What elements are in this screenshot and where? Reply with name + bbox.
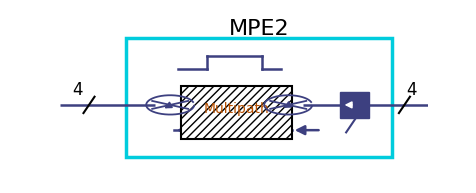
Text: Multipath: Multipath	[204, 102, 269, 116]
Bar	[126, 38, 391, 157]
Bar	[181, 85, 292, 139]
Text: 4: 4	[73, 81, 83, 99]
Text: 4: 4	[407, 81, 417, 99]
Bar	[340, 91, 369, 118]
Text: MPE2: MPE2	[228, 19, 289, 39]
